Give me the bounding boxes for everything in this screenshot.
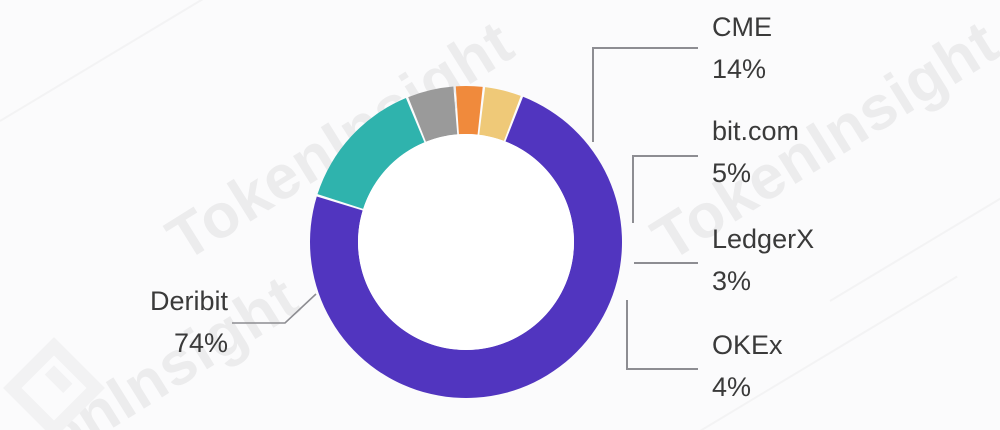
donut-slice-deribit[interactable]: [310, 96, 622, 398]
callout-okex-name: OKEx: [712, 330, 783, 360]
callout-deribit: Deribit 74%: [18, 280, 228, 364]
callout-ledgerx-percent: 3%: [712, 266, 752, 296]
donut-slice-cme[interactable]: [317, 98, 425, 209]
leader-line-cme: [592, 47, 594, 142]
donut-chart: [310, 86, 622, 398]
leader-line-bitcom: [632, 155, 634, 223]
callout-ledgerx-name: LedgerX: [712, 224, 815, 254]
callout-okex-percent: 4%: [712, 372, 752, 402]
donut-hole: [358, 134, 574, 350]
callout-bitcom-percent: 5%: [712, 158, 752, 188]
callout-bitcom-name: bit.com: [712, 116, 800, 146]
callout-deribit-name: Deribit: [149, 286, 228, 316]
callout-ledgerx: LedgerX 3%: [712, 218, 814, 302]
leader-line-okex: [626, 300, 628, 369]
callout-okex: OKEx 4%: [712, 324, 783, 408]
watermark-streak: [829, 181, 1000, 302]
watermark-streak: [0, 0, 215, 122]
callout-cme: CME 14%: [712, 6, 772, 90]
callout-bitcom: bit.com 5%: [712, 110, 799, 194]
callout-cme-name: CME: [712, 12, 772, 42]
donut-slice-okex[interactable]: [479, 87, 521, 141]
donut-slice-bit-com[interactable]: [408, 86, 458, 142]
callout-cme-percent: 14%: [712, 54, 767, 84]
donut-slice-ledgerx[interactable]: [455, 86, 483, 135]
leader-line-cme: [592, 47, 698, 49]
leader-line-ledgerx: [634, 262, 698, 264]
callout-deribit-percent: 74%: [173, 328, 228, 358]
leader-line-bitcom: [632, 155, 698, 157]
leader-line-deribit: [232, 293, 317, 324]
leader-line-okex: [626, 368, 698, 370]
donut-slice-group: [310, 86, 622, 398]
